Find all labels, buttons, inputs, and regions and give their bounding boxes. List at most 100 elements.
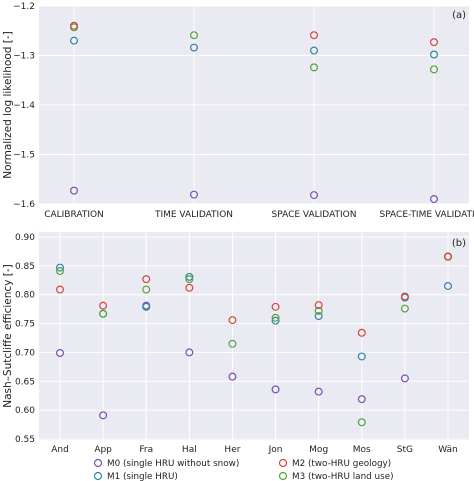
- panel-b-marker-m0: [400, 374, 409, 383]
- legend-marker-m0: [93, 458, 103, 468]
- panel-b-grid: [39, 232, 469, 440]
- panel-b-x-tick-label: Fra: [139, 445, 153, 455]
- panel-b-x-tick-label: Mog: [309, 445, 328, 455]
- panel-a-markers: [69, 21, 439, 204]
- panel-a-marker-m0: [69, 186, 78, 195]
- panel-b-y-tick-label: 0.70: [15, 348, 35, 358]
- panel-b-y-axis-label: Nash–Sutcliffe efficiency [-]: [2, 264, 14, 407]
- panel-a-label: (a): [452, 10, 466, 21]
- panel-a-marker-m3: [310, 63, 319, 72]
- panel-b-marker-m0: [55, 349, 64, 358]
- panel-b-x-tick-label: StG: [397, 445, 413, 455]
- panel-b-marker-m2: [99, 301, 108, 310]
- panel-b-marker-m3: [228, 339, 237, 348]
- panel-a-marker-m2: [310, 31, 319, 40]
- panel-b-marker-m3: [314, 306, 323, 315]
- panel-a-marker-m1: [190, 43, 199, 52]
- panel-b-marker-m0: [228, 372, 237, 381]
- panel-b-marker-m1: [271, 316, 280, 325]
- panel-b-marker-m3: [99, 309, 108, 318]
- panel-a-y-axis-label: Normalized log likelihood [-]: [2, 31, 14, 179]
- panel-a-tick-labels: −1.6 −1.5 −1.4 −1.3 −1.2 CALIBRATION TIME VALI…: [13, 2, 474, 220]
- panel-b-y-tick-label: 0.80: [15, 291, 35, 301]
- legend-entry-m3: M3 (two-HRU land use): [278, 471, 394, 481]
- panel-b-marker-m1: [142, 302, 151, 311]
- panel-a-marker-m3: [190, 31, 199, 40]
- panel-b-marker-m0: [314, 387, 323, 396]
- panel-b-marker-m3: [55, 267, 64, 276]
- panel-a-marker-m2: [430, 38, 439, 47]
- legend-label-m0: M0 (single HRU without snow): [107, 459, 239, 469]
- panel-b-marker-m2: [444, 252, 453, 261]
- panel-a-y-tick-label: −1.3: [13, 52, 35, 62]
- panel-b-x-tick-label: App: [94, 445, 112, 455]
- panel-a-marker-m0: [430, 195, 439, 204]
- legend-entry-m1: M1 (single HRU): [93, 471, 178, 481]
- panel-b-marker-m3: [271, 313, 280, 322]
- legend-entry-m2: M2 (two-HRU geology): [278, 458, 391, 469]
- panel-b-marker-m3: [142, 285, 151, 294]
- panel-b-marker-m1: [444, 282, 453, 291]
- panel-a-marker-m1: [430, 50, 439, 59]
- panel-b-marker-m2: [314, 301, 323, 310]
- panel-b-marker-m2: [271, 302, 280, 311]
- panel-a-y-tick-label: −1.2: [13, 2, 35, 12]
- panel-b-marker-m1: [185, 272, 194, 281]
- panel-b-marker-m0: [357, 395, 366, 404]
- panel-a-y-tick-label: −1.5: [13, 151, 35, 161]
- panel-b-marker-m2: [142, 275, 151, 284]
- legend-marker-m3: [278, 471, 288, 481]
- panel-a-y-tick-label: −1.4: [13, 101, 35, 111]
- panel-b-marker-m3: [400, 304, 409, 313]
- panel-a-x-tick-label: CALIBRATION: [44, 210, 104, 220]
- panel-a-y-tick-label: −1.6: [13, 200, 35, 210]
- panel-b-y-tick-label: 0.55: [15, 435, 35, 445]
- panel-b-x-tick-label: Her: [224, 445, 240, 455]
- legend-marker-m1: [93, 471, 103, 481]
- panel-b-y-tick-label: 0.75: [15, 320, 35, 330]
- panel-b-y-tick-label: 0.65: [15, 377, 35, 387]
- panel-b-marker-m0: [185, 348, 194, 357]
- panel-b-markers: [55, 252, 453, 427]
- panel-b-marker-m2: [400, 292, 409, 301]
- panel-a-marker-m1: [69, 36, 78, 45]
- panel-a-x-tick-label: SPACE VALIDATION: [272, 210, 357, 220]
- panel-b-plot-area: [39, 232, 469, 440]
- panel-a-x-tick-label: SPACE-TIME VALIDATION: [379, 210, 474, 220]
- panel-a-marker-m3: [430, 65, 439, 74]
- panel-b-y-tick-label: 0.90: [15, 233, 35, 243]
- legend-entry-m0: M0 (single HRU without snow): [93, 458, 239, 469]
- panel-b-x-tick-label: And: [51, 445, 69, 455]
- panel-a-marker-m2: [69, 21, 78, 30]
- panel-b-marker-m2: [55, 285, 64, 294]
- panel-b-marker-m1: [314, 312, 323, 321]
- panel-a-chart: −1.6 −1.5 −1.4 −1.3 −1.2 CALIBRATION TIME VALI…: [2, 2, 474, 220]
- panel-b-marker-m2: [357, 328, 366, 337]
- panel-b-y-tick-label: 0.85: [15, 262, 35, 272]
- panel-b-x-tick-label: Hal: [182, 445, 197, 455]
- panel-b-marker-m1: [357, 352, 366, 361]
- panel-b-x-tick-label: Mos: [353, 445, 371, 455]
- panel-b-label: (b): [452, 238, 466, 249]
- panel-b-marker-m0: [271, 385, 280, 394]
- panel-a-marker-m0: [190, 190, 199, 199]
- legend-label-m1: M1 (single HRU): [107, 472, 178, 481]
- legend-label-m2: M2 (two-HRU geology): [292, 459, 391, 469]
- panel-a-x-tick-label: TIME VALIDATION: [154, 210, 233, 220]
- panel-b-tick-labels: 0.55 0.60 0.65 0.70 0.75 0.80 0.85 0.90 And App Fr…: [15, 233, 458, 455]
- panel-b-x-tick-label: Wän: [438, 445, 458, 455]
- panel-b-marker-m1: [55, 263, 64, 272]
- panel-b-x-tick-label: Jon: [268, 445, 283, 455]
- panel-b-marker-m2: [185, 283, 194, 292]
- panel-b-y-tick-label: 0.60: [15, 406, 35, 416]
- panel-b-chart: 0.55 0.60 0.65 0.70 0.75 0.80 0.85 0.90 And App Fr…: [2, 232, 469, 455]
- panel-a-marker-m0: [310, 191, 319, 200]
- legend-label-m3: M3 (two-HRU land use): [292, 472, 394, 481]
- legend: M0 (single HRU without snow) M2 (two-HRU…: [93, 458, 394, 481]
- panel-b-marker-m3: [357, 418, 366, 427]
- panel-a-marker-m1: [310, 46, 319, 55]
- panel-b-marker-m0: [99, 411, 108, 420]
- panel-b-marker-m2: [228, 316, 237, 325]
- legend-marker-m2: [278, 458, 288, 468]
